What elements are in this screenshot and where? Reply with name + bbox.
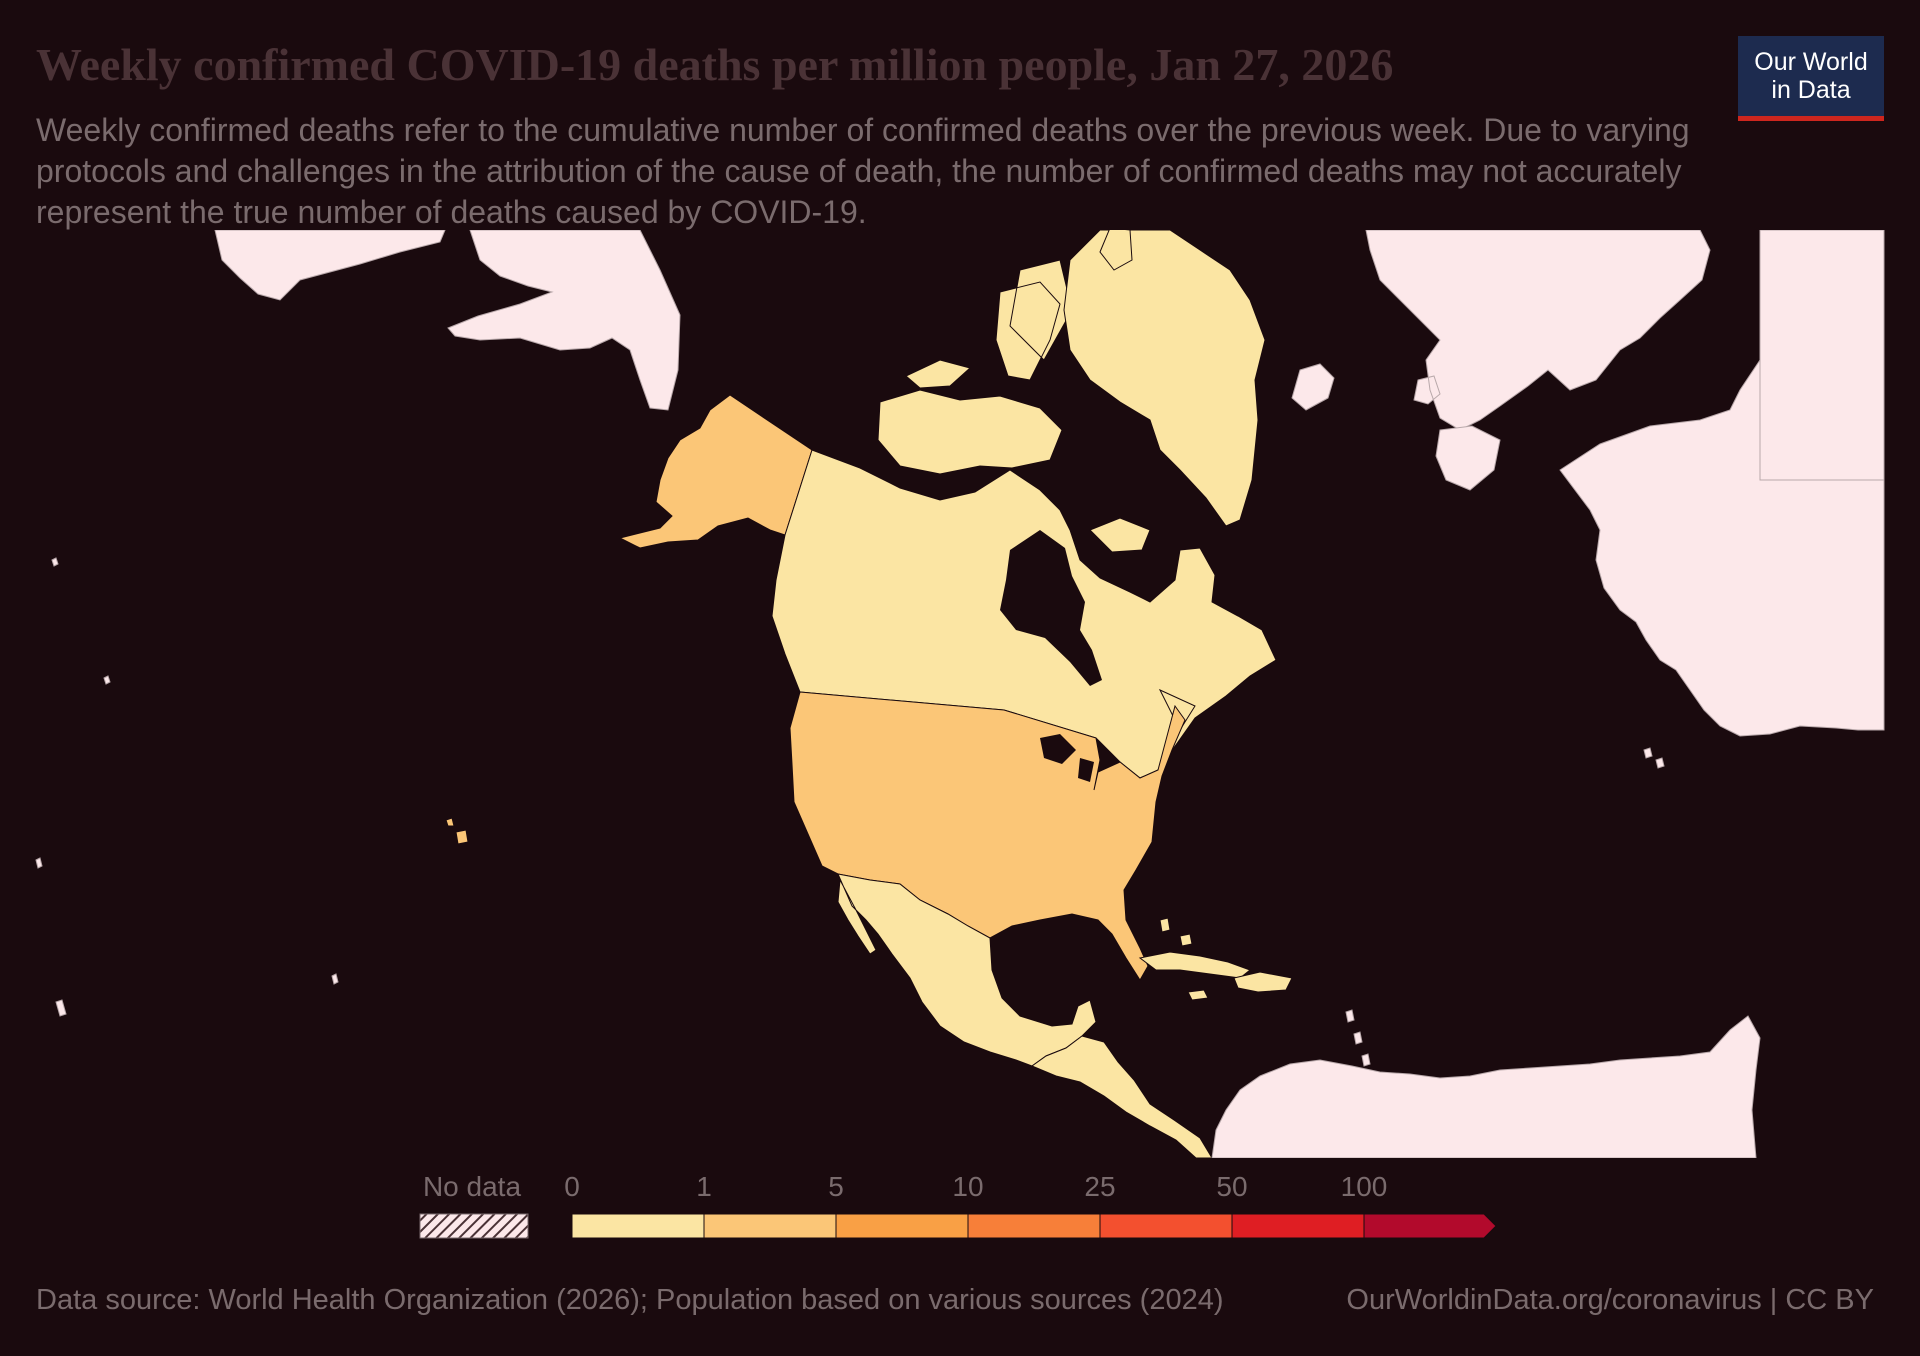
country-cuba[interactable] xyxy=(1138,951,1252,979)
legend-bin-swatch[interactable] xyxy=(1099,1213,1233,1239)
legend-no-data-label: No data xyxy=(423,1171,521,1202)
logo-line-2: in Data xyxy=(1771,76,1851,104)
canada-arctic-islands[interactable] xyxy=(877,259,1151,553)
country-russia-chukotka[interactable] xyxy=(447,230,681,411)
legend-bin-label: 5 xyxy=(828,1171,844,1202)
legend-bin-label: 1 xyxy=(696,1171,712,1202)
legend-bin-label: 0 xyxy=(564,1171,580,1202)
country-europe[interactable] xyxy=(1365,230,1711,431)
legend-bin-label: 25 xyxy=(1084,1171,1115,1202)
legend-bin-label: 10 xyxy=(952,1171,983,1202)
legend-bin-swatch[interactable] xyxy=(1231,1213,1365,1239)
map-legend: No data 0 1 5 10 25 50 100 xyxy=(419,1171,1497,1239)
country-jamaica[interactable] xyxy=(1187,989,1209,1001)
data-source: Data source: World Health Organization (… xyxy=(36,1284,1224,1316)
country-central-america[interactable] xyxy=(1030,1035,1213,1158)
cape-verde[interactable] xyxy=(1643,747,1665,769)
owid-logo[interactable]: Our World in Data xyxy=(1738,36,1884,121)
lesser-antilles[interactable] xyxy=(1345,1009,1371,1067)
country-iceland[interactable] xyxy=(1291,363,1335,411)
legend-bins: 0 1 5 10 25 50 100 xyxy=(564,1171,1497,1239)
country-mexico[interactable] xyxy=(837,873,1097,1067)
country-south-america[interactable] xyxy=(1211,1015,1761,1158)
hudson-bay xyxy=(1000,530,1102,686)
source-link[interactable]: OurWorldinData.org/coronavirus | CC BY xyxy=(1346,1284,1874,1316)
country-africa[interactable] xyxy=(1559,230,1885,737)
legend-bin-swatch[interactable] xyxy=(571,1213,705,1239)
great-lakes xyxy=(1040,734,1094,782)
country-greenland[interactable] xyxy=(1063,230,1266,527)
legend-bin-label: 50 xyxy=(1216,1171,1247,1202)
logo-line-1: Our World xyxy=(1754,48,1868,76)
country-russia-east[interactable] xyxy=(214,230,446,301)
chart-subtitle: Weekly confirmed deaths refer to the cum… xyxy=(36,112,1690,230)
pacific-islands[interactable] xyxy=(35,557,339,1017)
country-bahamas[interactable] xyxy=(1159,917,1193,947)
country-us-hawaii[interactable] xyxy=(445,817,469,845)
choropleth-map[interactable] xyxy=(0,230,1920,1158)
greenland-north-islands[interactable] xyxy=(1099,230,1133,271)
legend-no-data-swatch[interactable] xyxy=(419,1213,529,1239)
legend-bin-swatch[interactable] xyxy=(1363,1213,1497,1239)
legend-bin-swatch[interactable] xyxy=(703,1213,837,1239)
legend-bin-label: 100 xyxy=(1341,1171,1388,1202)
country-hispaniola[interactable] xyxy=(1233,971,1293,993)
country-iberia[interactable] xyxy=(1435,425,1501,491)
legend-bin-swatch[interactable] xyxy=(967,1213,1101,1239)
country-us-alaska[interactable] xyxy=(618,394,813,549)
legend-bin-swatch[interactable] xyxy=(835,1213,969,1239)
chart-title: Weekly confirmed COVID-19 deaths per mil… xyxy=(36,39,1394,90)
